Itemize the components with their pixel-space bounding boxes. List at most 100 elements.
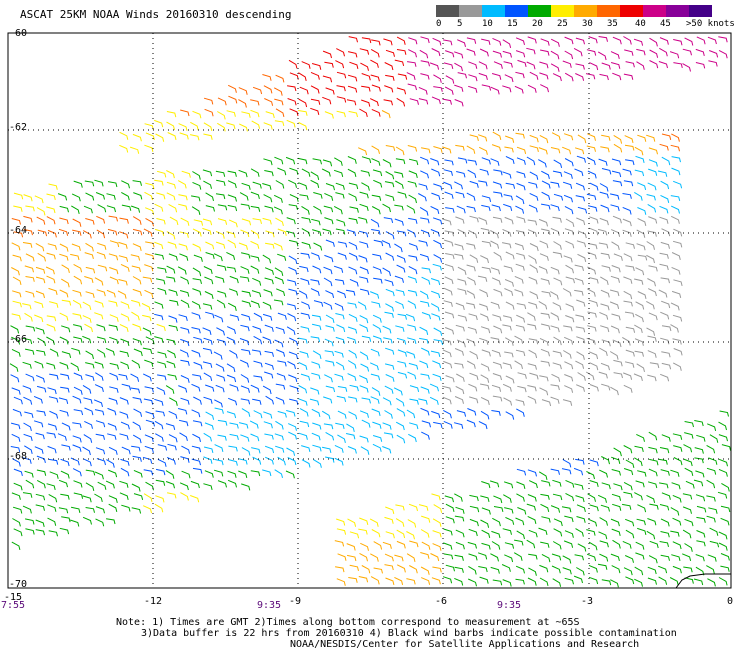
wind-barb: [155, 133, 165, 142]
wind-barb: [238, 123, 248, 132]
wind-barb: [120, 301, 130, 309]
wind-barb: [178, 314, 188, 322]
wind-barb: [397, 360, 407, 368]
wind-barb: [94, 277, 104, 286]
wind-barb: [275, 217, 284, 227]
wind-barb: [311, 314, 322, 321]
wind-barb: [540, 84, 549, 93]
wind-barb: [433, 183, 443, 191]
wind-barb: [565, 492, 575, 502]
wind-barb: [22, 505, 32, 514]
wind-barb: [370, 291, 380, 299]
wind-barb: [637, 182, 647, 191]
wind-barb: [552, 251, 563, 258]
wind-barb: [118, 373, 128, 381]
wind-barb: [273, 194, 283, 203]
wind-barb: [661, 351, 671, 358]
wind-barb: [347, 168, 357, 178]
wind-barb: [46, 432, 56, 439]
lat-label-62: -62: [9, 122, 28, 133]
wind-barb: [239, 276, 250, 283]
wind-barb: [648, 216, 658, 224]
wind-barb: [564, 361, 574, 370]
wind-barb: [216, 179, 226, 187]
wind-barb: [321, 446, 332, 454]
wind-barb: [492, 395, 503, 402]
wind-barb: [45, 266, 55, 275]
wind-barb: [541, 516, 551, 523]
wind-barb: [501, 564, 511, 572]
wind-barb: [359, 552, 368, 562]
wind-barb: [192, 181, 202, 190]
wind-barb: [623, 73, 634, 80]
wind-barb: [505, 337, 514, 346]
wind-barb: [588, 564, 598, 573]
wind-barb: [262, 183, 272, 190]
wind-barb: [348, 193, 358, 202]
wind-barb: [445, 516, 455, 524]
wind-barb: [34, 314, 44, 323]
wind-barb: [635, 155, 645, 164]
wind-barb: [575, 182, 585, 191]
wind-barb: [298, 398, 308, 406]
wind-barb: [707, 578, 716, 587]
wind-barb: [455, 302, 465, 311]
wind-barb: [431, 192, 441, 201]
wind-barb: [264, 362, 274, 370]
wind-barb: [370, 48, 380, 58]
wind-barb: [420, 566, 430, 575]
wind-barb: [396, 434, 406, 444]
wind-barb: [12, 276, 22, 286]
wind-barb: [671, 482, 681, 490]
wind-barb: [490, 301, 500, 309]
wind-barb: [419, 337, 429, 344]
wind-barb: [169, 216, 179, 226]
wind-barb: [46, 315, 57, 322]
wind-barb: [226, 266, 237, 273]
legend-swatch: [505, 5, 528, 17]
wind-barb: [633, 373, 643, 382]
wind-barb: [82, 458, 92, 467]
wind-barb: [360, 170, 371, 177]
wind-barb: [467, 578, 477, 587]
wind-barb: [36, 349, 46, 356]
wind-barb: [359, 241, 369, 249]
wind-barb: [622, 229, 632, 237]
wind-barb: [601, 339, 611, 347]
wind-barb: [35, 276, 46, 284]
wind-barb: [132, 288, 142, 297]
wind-barb: [82, 335, 92, 344]
wind-barb: [469, 134, 479, 142]
wind-barb: [564, 577, 574, 585]
wind-barb: [395, 504, 405, 511]
wind-barb: [598, 242, 609, 249]
wind-barb: [384, 410, 393, 419]
wind-barb: [322, 50, 332, 59]
wind-barb: [144, 445, 154, 454]
wind-barb: [562, 146, 572, 155]
wind-barb: [503, 397, 513, 406]
wind-barb: [646, 254, 655, 264]
wind-barb: [587, 251, 597, 260]
wind-barb: [369, 98, 379, 107]
wind-barb: [646, 134, 656, 142]
wind-barb: [154, 336, 164, 343]
wind-barb: [539, 564, 549, 573]
wind-barb: [696, 36, 706, 45]
wind-barb: [325, 87, 335, 95]
wind-barb: [289, 385, 299, 393]
wind-barb: [120, 263, 130, 272]
wind-barb: [312, 265, 322, 274]
wind-barb: [516, 481, 526, 490]
wind-barb: [528, 255, 537, 264]
wind-barb: [33, 420, 44, 428]
wind-barb: [226, 231, 236, 239]
wind-barb: [82, 384, 92, 394]
wind-barb: [418, 183, 428, 191]
wind-barb: [432, 37, 442, 46]
wind-barb: [489, 480, 500, 488]
legend-swatch: [482, 5, 505, 17]
wind-barb: [574, 289, 584, 296]
wind-barb: [647, 374, 657, 382]
wind-barb: [217, 480, 227, 488]
